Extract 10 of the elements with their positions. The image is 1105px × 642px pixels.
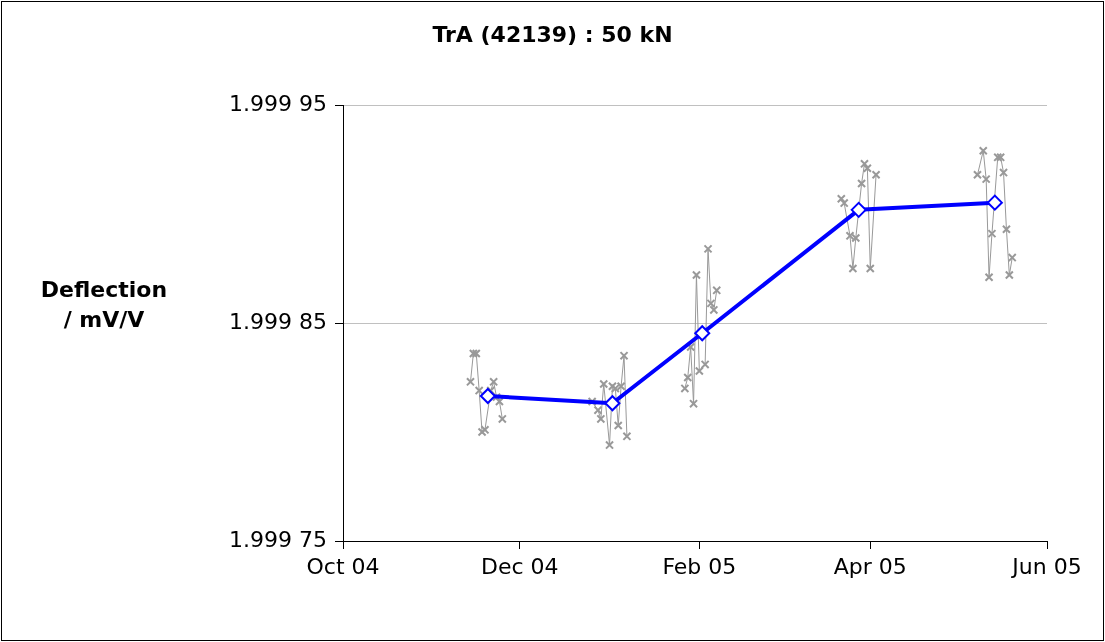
y-tick-label: 1.999 85 xyxy=(229,308,327,334)
x-tick-label: Feb 05 xyxy=(662,553,737,579)
y-tick-label: 1.999 75 xyxy=(229,526,327,552)
chart-title: TrA (42139) : 50 kN xyxy=(431,22,674,47)
x-tick-label: Oct 04 xyxy=(306,553,380,579)
x-tick-label: Dec 04 xyxy=(480,553,559,579)
y-axis-title: Deflection / mV/V xyxy=(39,276,169,334)
x-tick-label: Jun 05 xyxy=(1010,553,1082,579)
y-tick-label: 1.999 95 xyxy=(229,90,327,116)
x-tick-label: Apr 05 xyxy=(833,553,907,579)
